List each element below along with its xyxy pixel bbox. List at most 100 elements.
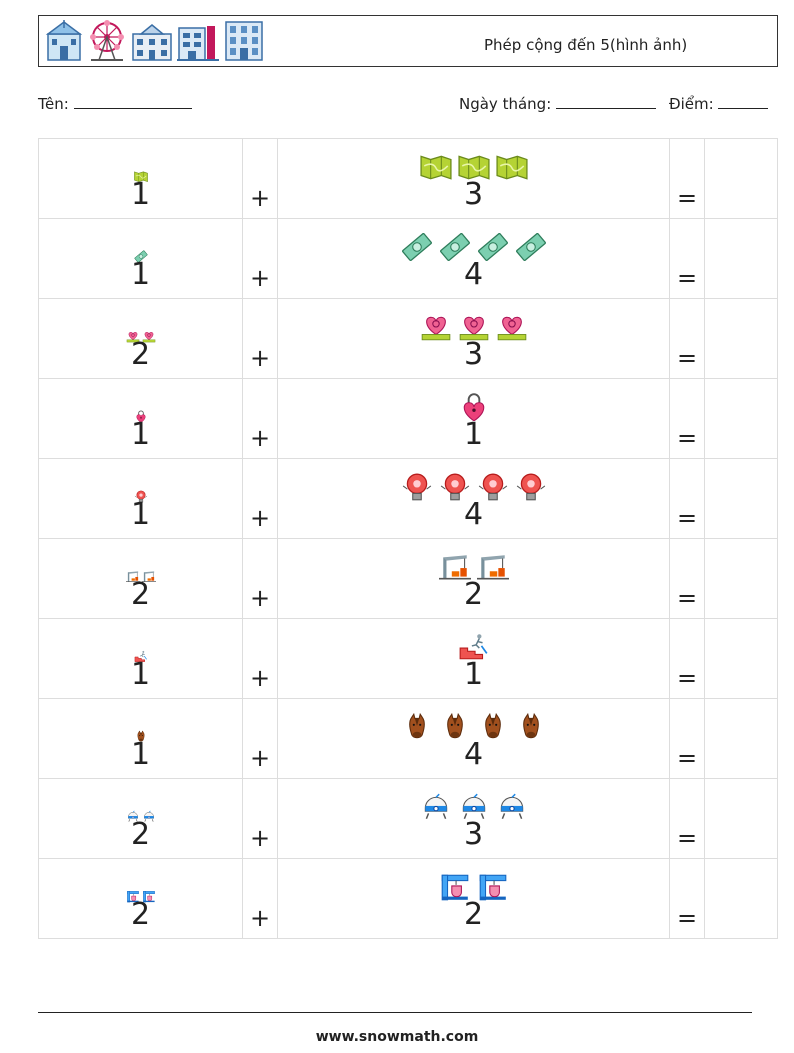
- score-field: Điểm:: [669, 94, 769, 113]
- equals-cell: =: [669, 778, 705, 859]
- plus-sign: +: [249, 904, 271, 932]
- problem-row: 1 +1 =: [38, 378, 778, 459]
- addend-b: 2: [463, 897, 484, 932]
- hotel-icon: [177, 26, 219, 61]
- equals-sign: =: [676, 664, 698, 692]
- equals-cell: =: [669, 858, 705, 939]
- addend-a-cell: 1: [38, 138, 243, 219]
- addend-b-cell: 3: [277, 138, 670, 219]
- equals-sign: =: [676, 824, 698, 852]
- equals-cell: =: [669, 698, 705, 779]
- addend-b-cell: 4: [277, 458, 670, 539]
- equals-sign: =: [676, 904, 698, 932]
- plus-cell: +: [242, 378, 278, 459]
- addend-b: 3: [463, 817, 484, 852]
- problem-row: 2 +2 =: [38, 538, 778, 619]
- answer-cell[interactable]: [704, 778, 778, 859]
- addend-b: 4: [463, 737, 484, 772]
- addend-a-cell: 2: [38, 858, 243, 939]
- equals-sign: =: [676, 264, 698, 292]
- equals-sign: =: [676, 584, 698, 612]
- equals-cell: =: [669, 138, 705, 219]
- answer-cell[interactable]: [704, 458, 778, 539]
- addend-a-cell: 2: [38, 778, 243, 859]
- equals-cell: =: [669, 618, 705, 699]
- worksheet-header: Phép cộng đến 5(hình ảnh): [38, 15, 778, 67]
- plus-cell: +: [242, 858, 278, 939]
- plus-cell: +: [242, 538, 278, 619]
- addend-b-cell: 1: [277, 618, 670, 699]
- addend-b-cell: 4: [277, 218, 670, 299]
- answer-cell[interactable]: [704, 298, 778, 379]
- church-icon: [45, 20, 83, 61]
- problem-row: 2 +3 =: [38, 298, 778, 379]
- answer-cell[interactable]: [704, 618, 778, 699]
- plus-cell: +: [242, 298, 278, 379]
- addend-a-cell: 1: [38, 698, 243, 779]
- score-blank[interactable]: [718, 94, 769, 109]
- problem-row: 1 +4 =: [38, 458, 778, 539]
- plus-cell: +: [242, 778, 278, 859]
- addend-b-cell: 4: [277, 698, 670, 779]
- answer-cell[interactable]: [704, 858, 778, 939]
- addend-b: 4: [463, 257, 484, 292]
- equals-sign: =: [676, 424, 698, 452]
- addend-a: 2: [130, 577, 151, 612]
- plus-sign: +: [249, 824, 271, 852]
- score-label: Điểm:: [669, 95, 714, 113]
- name-label: Tên:: [38, 95, 69, 113]
- plus-cell: +: [242, 698, 278, 779]
- addend-a: 1: [130, 657, 151, 692]
- addend-a: 1: [130, 737, 151, 772]
- problem-row: 1 +4 =: [38, 698, 778, 779]
- answer-cell[interactable]: [704, 698, 778, 779]
- addend-b: 1: [463, 417, 484, 452]
- addend-b: 3: [463, 337, 484, 372]
- date-label: Ngày tháng:: [459, 95, 552, 113]
- addend-a: 2: [130, 897, 151, 932]
- addend-a: 2: [130, 337, 151, 372]
- name-field: Tên:: [38, 94, 192, 113]
- header-icons: [45, 20, 265, 62]
- name-blank[interactable]: [73, 94, 192, 109]
- addend-a-cell: 2: [38, 538, 243, 619]
- equals-cell: =: [669, 378, 705, 459]
- addend-b: 3: [463, 177, 484, 212]
- plus-sign: +: [249, 664, 271, 692]
- equals-cell: =: [669, 218, 705, 299]
- addend-a-cell: 1: [38, 618, 243, 699]
- addend-b: 2: [463, 577, 484, 612]
- equals-sign: =: [676, 344, 698, 372]
- date-field: Ngày tháng:: [459, 94, 657, 113]
- answer-cell[interactable]: [704, 538, 778, 619]
- problem-row: 2 +2 =: [38, 858, 778, 939]
- plus-sign: +: [249, 744, 271, 772]
- equals-cell: =: [669, 458, 705, 539]
- footer-divider: [38, 1012, 752, 1013]
- plus-sign: +: [249, 264, 271, 292]
- problem-row: 2 +3 =: [38, 778, 778, 859]
- plus-cell: +: [242, 618, 278, 699]
- plus-sign: +: [249, 504, 271, 532]
- date-blank[interactable]: [556, 94, 657, 109]
- answer-cell[interactable]: [704, 218, 778, 299]
- answer-cell[interactable]: [704, 378, 778, 459]
- addend-b: 4: [463, 497, 484, 532]
- addend-a-cell: 1: [38, 218, 243, 299]
- addend-a: 1: [130, 177, 151, 212]
- addend-b-cell: 3: [277, 778, 670, 859]
- answer-cell[interactable]: [704, 138, 778, 219]
- problem-row: 1 +4 =: [38, 218, 778, 299]
- addend-b: 1: [463, 657, 484, 692]
- equals-cell: =: [669, 538, 705, 619]
- problems-table: 1 +3 = 1 +4 = 2 +3 = 1 +1 = 1 +4 = 2 +2 = 1 +1 = 1 +4 = 2 +3 = 2 +2 =: [38, 138, 778, 939]
- problem-row: 1 +3 =: [38, 138, 778, 219]
- ferris-wheel-icon: [90, 20, 124, 61]
- plus-sign: +: [249, 184, 271, 212]
- office-building-icon: [225, 21, 263, 61]
- plus-sign: +: [249, 584, 271, 612]
- addend-a: 1: [130, 417, 151, 452]
- plus-sign: +: [249, 344, 271, 372]
- addend-a: 1: [130, 257, 151, 292]
- addend-a-cell: 2: [38, 298, 243, 379]
